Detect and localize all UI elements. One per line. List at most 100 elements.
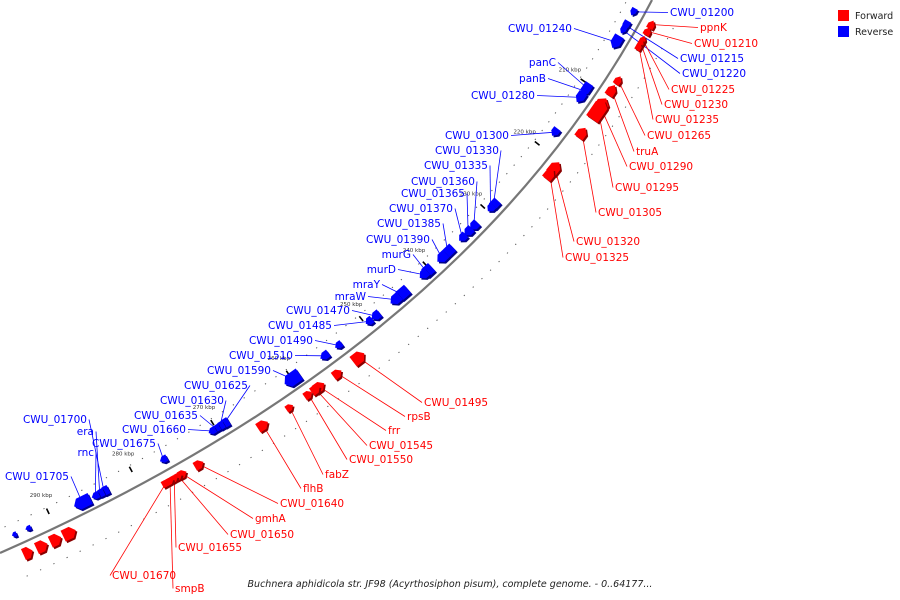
lane-dash — [316, 413, 318, 415]
leader-line — [109, 483, 167, 576]
leader-line — [262, 424, 302, 489]
lane-dash — [534, 138, 537, 141]
leader-line — [547, 78, 585, 92]
gene-label: rpsB — [407, 411, 431, 423]
lane-dash — [141, 457, 144, 460]
genome-caption: Buchnera aphidicola str. JF98 (Acyrthosi… — [248, 579, 653, 590]
lane-dash — [443, 239, 446, 241]
reverse-gene — [11, 531, 18, 537]
lane-dash — [631, 96, 633, 99]
leader-line — [581, 132, 597, 213]
lane-dash — [105, 476, 108, 479]
lane-dash — [619, 11, 622, 14]
lane-dash — [199, 424, 201, 427]
lane-dash — [611, 125, 614, 127]
gene-label: CWU_01625 — [184, 380, 248, 392]
lane-dash — [417, 335, 420, 338]
lane-dash — [68, 495, 71, 498]
lane-dash — [608, 30, 611, 32]
lane-dash — [598, 144, 600, 146]
lane-dash — [655, 57, 657, 60]
lane-dash — [294, 427, 297, 430]
leader-line — [333, 320, 369, 326]
leader-line — [95, 431, 101, 494]
gene-label: CWU_01235 — [655, 114, 719, 126]
reverse-gene — [371, 309, 383, 320]
lane-dash — [584, 162, 586, 165]
lane-dash — [591, 153, 593, 156]
legend-forward-swatch — [838, 10, 849, 21]
legend: Forward Reverse — [838, 10, 893, 38]
lane-dash — [520, 155, 523, 158]
leader-line — [454, 208, 463, 238]
reverse-gene — [470, 219, 481, 230]
tick-label: 250 kbp — [340, 302, 363, 308]
lane-dash — [354, 317, 357, 319]
lane-dash — [459, 222, 462, 225]
leader-line — [367, 296, 396, 301]
forward-gene — [574, 127, 587, 141]
leader-line — [611, 90, 635, 152]
gene-label: CWU_01320 — [576, 236, 640, 248]
lane-dash — [81, 489, 83, 491]
lane-dash — [463, 294, 466, 297]
gene-label: CWU_01495 — [424, 397, 488, 409]
gene-label: mraY — [353, 279, 381, 291]
reverse-gene — [390, 291, 403, 305]
lane-dash — [335, 332, 338, 334]
tick-label: 290 kbp — [30, 493, 53, 499]
lane-dash — [604, 134, 607, 137]
lane-dash — [624, 2, 627, 4]
forward-gene — [604, 85, 616, 98]
lane-dash — [489, 269, 492, 271]
lane-dash — [483, 198, 486, 200]
forward-gene — [33, 540, 48, 555]
lane-dash — [105, 537, 107, 540]
leader-line — [489, 165, 491, 209]
lane-dash — [514, 243, 517, 246]
gene-label: CWU_01265 — [647, 130, 711, 142]
lane-dash — [283, 435, 286, 437]
forward-gene — [308, 385, 320, 396]
gene-label: CWU_01335 — [424, 160, 488, 172]
gene-label: murG — [382, 249, 411, 261]
gene-label: rnc — [77, 447, 94, 459]
leader-line — [466, 193, 469, 232]
lane-dash — [546, 208, 549, 210]
lane-dash — [378, 367, 381, 369]
leader-line — [88, 419, 105, 492]
lane-dash — [221, 410, 224, 413]
gene-label: CWU_01670 — [112, 570, 176, 582]
lane-dash — [382, 294, 385, 296]
gene-label: gmhA — [255, 513, 287, 525]
lane-dash — [407, 343, 410, 346]
gene-label: CWU_01370 — [389, 203, 453, 215]
lane-dash — [155, 511, 157, 514]
lane-dash — [624, 106, 627, 108]
leader-line — [638, 46, 654, 120]
lane-dash — [573, 85, 576, 87]
lane-dash — [275, 376, 277, 378]
lane-dash — [130, 524, 133, 527]
leader-line — [597, 109, 614, 188]
lane-dash — [436, 319, 438, 321]
lane-dash — [591, 58, 594, 60]
leader-line — [536, 95, 581, 98]
tick-mark — [210, 419, 215, 426]
tick-label: 260 kbp — [268, 356, 291, 362]
forward-gene — [164, 477, 174, 486]
lane-dash — [445, 311, 448, 313]
lane-dash — [579, 76, 582, 78]
lane-dash — [285, 368, 288, 371]
gene-label: CWU_01550 — [349, 454, 413, 466]
reverse-gene — [551, 126, 561, 136]
gene-label: CWU_01485 — [268, 320, 332, 332]
reverse-gene — [419, 267, 431, 279]
lane-dash — [305, 420, 308, 423]
tick-label: 280 kbp — [112, 451, 135, 457]
tick-label: 220 kbp — [513, 129, 536, 135]
lane-dash — [548, 121, 550, 123]
lane-dash — [523, 234, 525, 237]
lane-dash — [398, 351, 400, 354]
leader-line — [554, 167, 575, 242]
